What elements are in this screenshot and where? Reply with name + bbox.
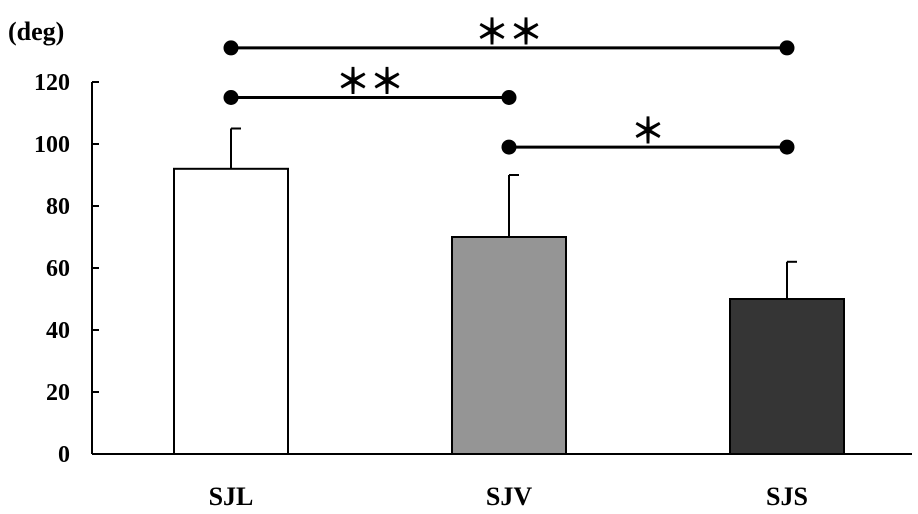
bar-sjv (451, 236, 567, 455)
bar-sjl (173, 167, 289, 456)
significance-label: ＊＊ (336, 63, 404, 103)
significance-dot (223, 40, 239, 56)
significance-brackets: ＊＊＊＊＊ (223, 13, 795, 155)
x-category-label: SJV (486, 482, 532, 511)
x-category-label: SJL (209, 482, 254, 511)
significance-dot (779, 40, 795, 56)
bar-sjs (729, 298, 845, 455)
significance-label: ＊＊ (475, 13, 543, 53)
y-tick-label: 100 (34, 132, 70, 158)
y-tick-label: 120 (34, 70, 70, 96)
y-tick-label: 20 (46, 380, 70, 406)
y-tick-label: 80 (46, 194, 70, 220)
significance-label: ＊ (631, 112, 665, 152)
significance-dot (779, 139, 795, 155)
y-unit-label: (deg) (8, 17, 64, 46)
x-category-label: SJS (766, 482, 808, 511)
significance-dot (501, 139, 517, 155)
significance-dot (501, 90, 517, 105)
bars: SJL SJV SJS (173, 127, 845, 511)
y-tick-label: 60 (46, 256, 70, 282)
y-tick-label: 0 (58, 442, 70, 468)
significance-dot (223, 90, 239, 105)
y-tick-label: 40 (46, 318, 70, 344)
